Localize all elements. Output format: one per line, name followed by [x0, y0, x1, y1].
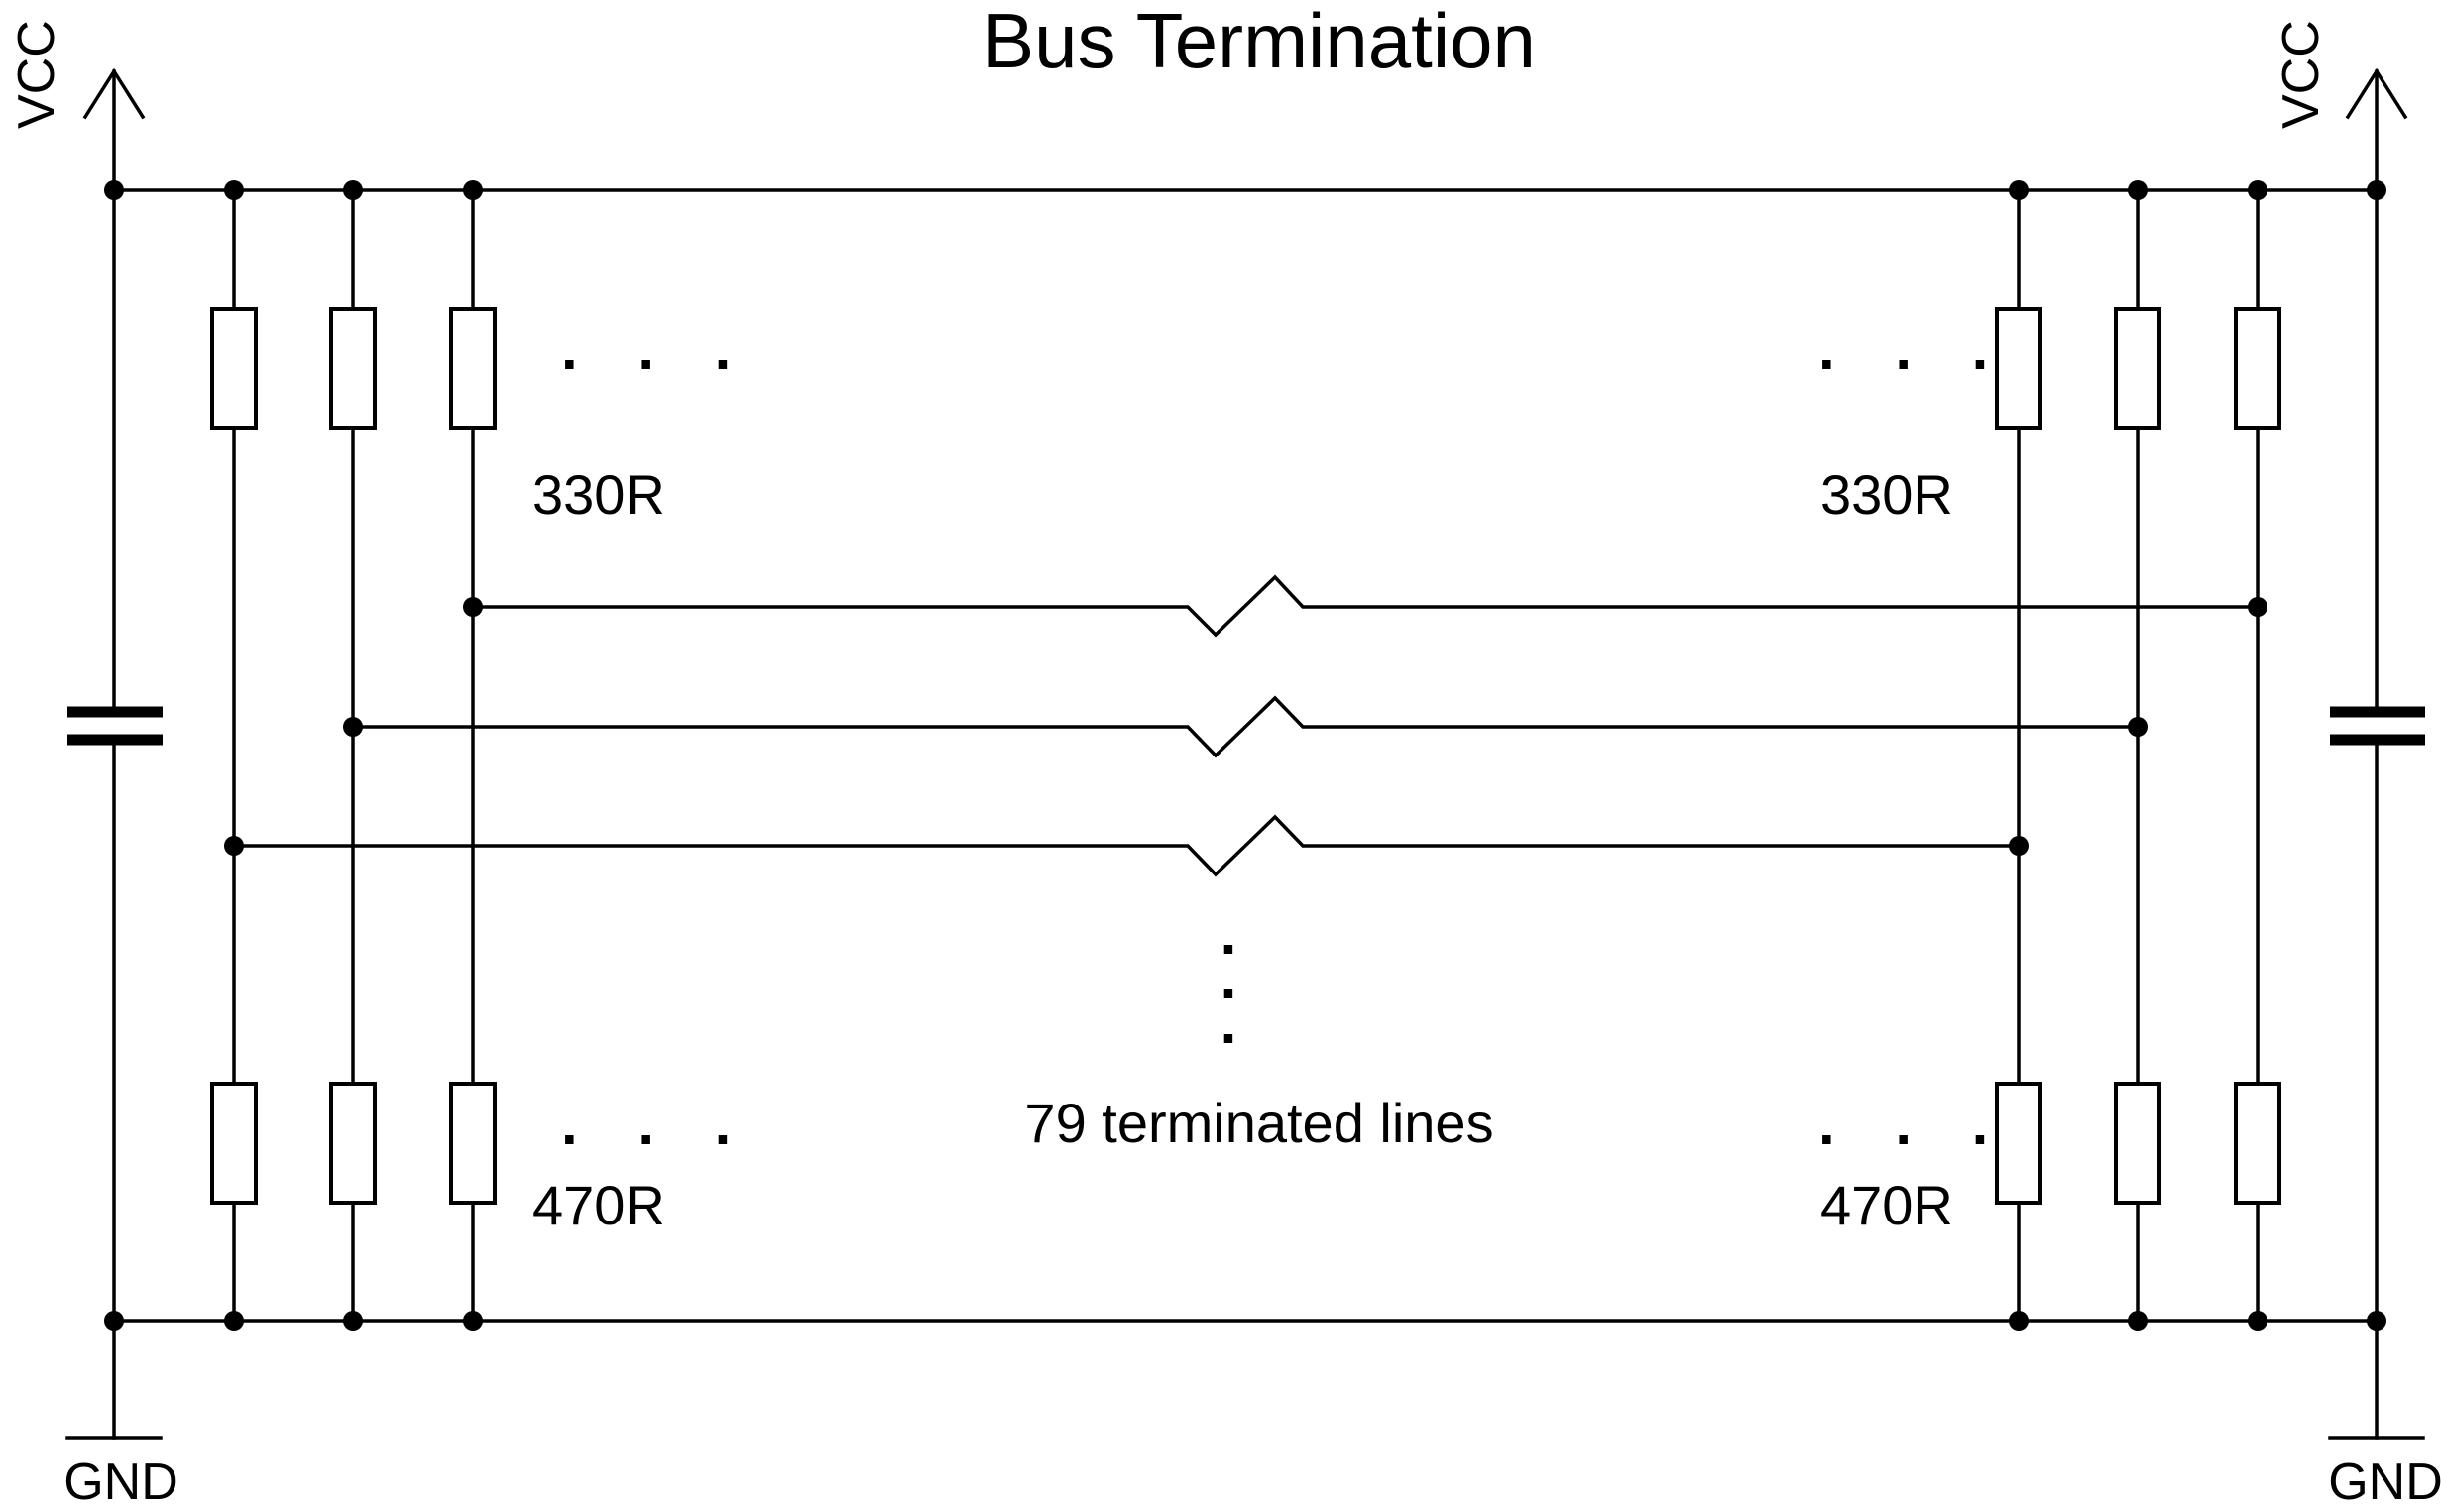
termination-column-left-2 [329, 188, 377, 1323]
pulldown-resistor [1995, 1082, 2042, 1205]
bus-line-2 [351, 695, 2140, 758]
pullup-resistor [449, 307, 497, 430]
pulldown-resistor [210, 1082, 258, 1205]
vertical-ellipsis: . . . [1220, 900, 1259, 1056]
pullup-value-right: 330R [1820, 463, 1953, 525]
pulldown-resistor [2234, 1082, 2281, 1205]
gnd-symbol-right: GND [2328, 1319, 2441, 1511]
svg-text:.: . [1220, 945, 1259, 1011]
ellipsis-bottom-left: . . . [561, 1091, 753, 1157]
pullup-resistor [210, 307, 258, 430]
gnd-symbol-left: GND [63, 1319, 178, 1511]
vcc-label-left: VCC [8, 20, 65, 129]
vcc-symbol-left: VCC [8, 20, 146, 192]
pulldown-value-left: 470R [532, 1174, 665, 1236]
ellipsis-top-left: . . . [561, 315, 753, 382]
pulldown-value-right: 470R [1820, 1174, 1953, 1236]
terminated-lines-note: 79 terminated lines [1024, 1092, 1493, 1154]
pulldown-resistor [449, 1082, 497, 1205]
svg-text:.: . [1220, 989, 1259, 1056]
bus-line-3 [232, 814, 2021, 877]
decoupling-capacitor-right [2330, 188, 2425, 1323]
pullup-value-left: 330R [532, 463, 665, 525]
pulldown-resistor [2114, 1082, 2161, 1205]
pulldown-resistor [329, 1082, 377, 1205]
gnd-label-right: GND [2328, 1454, 2441, 1511]
termination-column-right-1 [1995, 188, 2042, 1323]
decoupling-capacitor-left [67, 188, 163, 1323]
termination-column-right-2 [2114, 188, 2161, 1323]
vcc-label-right: VCC [2272, 20, 2330, 129]
pullup-resistor [2234, 307, 2281, 430]
termination-column-right-3 [2234, 188, 2281, 1323]
pullup-resistor [1995, 307, 2042, 430]
svg-text:.: . [1220, 900, 1259, 967]
diagram-title: Bus Termination [983, 0, 1536, 84]
termination-column-left-1 [210, 188, 258, 1323]
pullup-resistor [329, 307, 377, 430]
bus-line-1 [471, 574, 2260, 638]
ellipsis-top-right: . . . [1818, 315, 2010, 382]
pullup-resistor [2114, 307, 2161, 430]
termination-column-left-3 [449, 188, 497, 1323]
vcc-symbol-right: VCC [2272, 20, 2408, 192]
gnd-label-left: GND [63, 1454, 178, 1511]
ellipsis-bottom-right: . . . [1818, 1091, 2010, 1157]
junction-dots [104, 180, 2386, 1331]
